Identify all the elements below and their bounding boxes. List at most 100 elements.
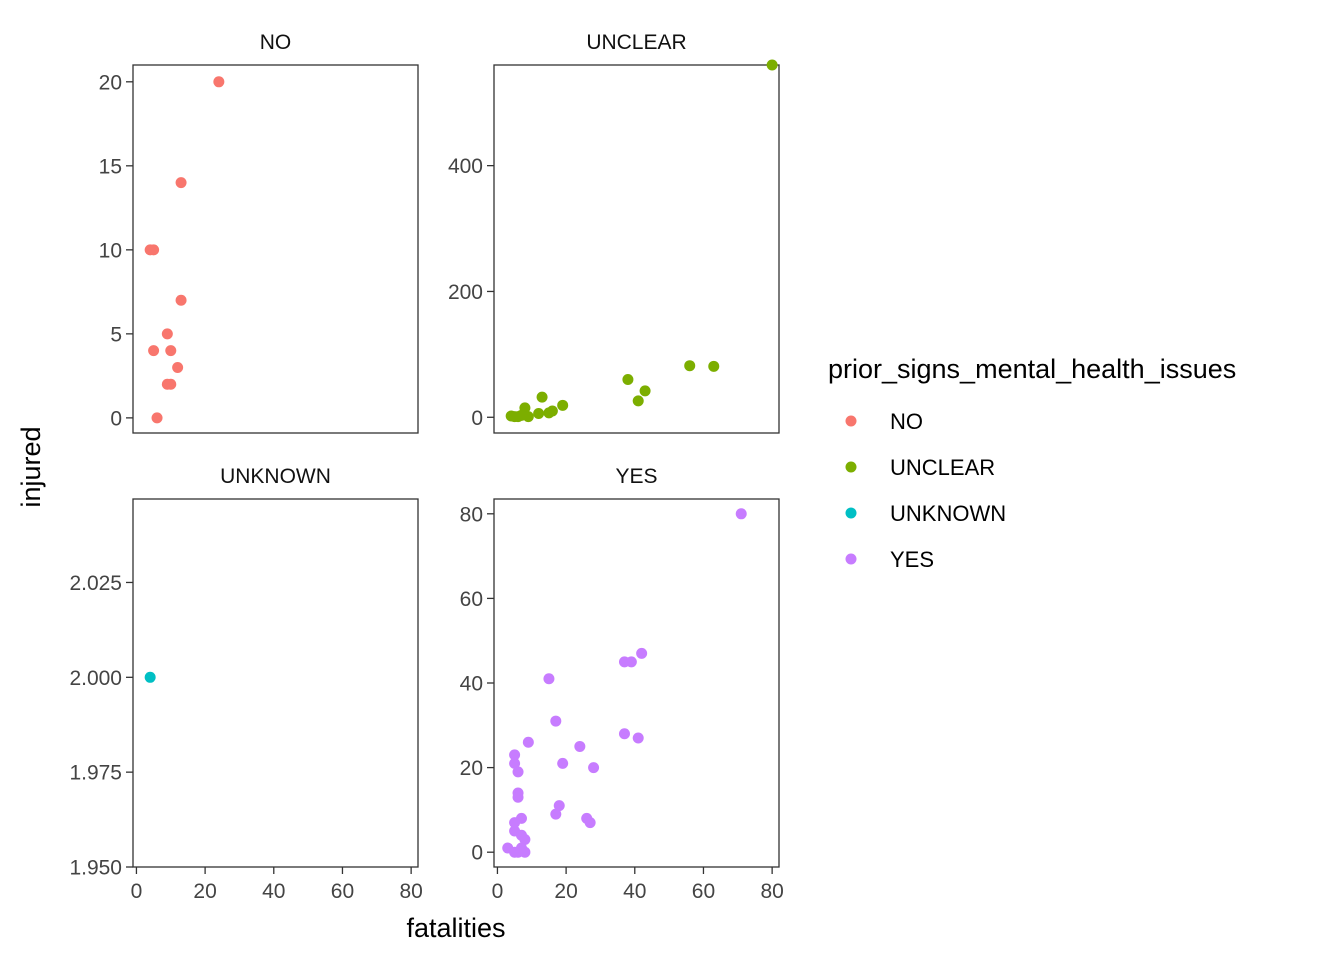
y-tick-label: 1.950 [69, 857, 122, 880]
data-point [172, 361, 184, 373]
facet-strip-title: UNKNOWN [220, 465, 331, 488]
data-point [588, 762, 600, 774]
x-tick-label: 60 [331, 880, 354, 903]
legend-label: UNKNOWN [890, 501, 1006, 526]
data-point [636, 647, 648, 659]
y-axis-title: injured [16, 426, 46, 507]
legend-entry-yes: YES [845, 547, 934, 572]
data-point [550, 808, 562, 820]
legend-entry-unclear: UNCLEAR [845, 455, 995, 480]
legend-key [845, 461, 857, 473]
data-point [684, 360, 696, 372]
data-point [543, 407, 555, 419]
data-point [553, 800, 565, 812]
data-point [625, 656, 637, 668]
data-point [512, 766, 524, 778]
y-tick-label: 0 [471, 842, 483, 865]
legend: prior_signs_mental_health_issues NO UNCLE… [828, 354, 1236, 572]
data-point [584, 817, 596, 829]
legend-key [845, 415, 857, 427]
x-axis-title: fatalities [406, 913, 505, 943]
facet-panel-unclear: UNCLEAR 0 200 400 [448, 31, 780, 434]
data-point [509, 757, 521, 769]
data-point [519, 834, 531, 846]
y-tick-label: 2.000 [69, 667, 122, 690]
y-tick-label: 2.025 [69, 572, 122, 595]
data-point [536, 391, 548, 403]
x-tick-label: 40 [623, 880, 646, 903]
data-point [708, 360, 720, 372]
panel-border [132, 64, 419, 434]
facet-strip-title: NO [260, 31, 292, 54]
x-tick-label: 40 [262, 880, 285, 903]
y-tick-label: 1.975 [69, 762, 122, 785]
panel-border [132, 498, 419, 868]
data-point [522, 736, 534, 748]
data-point [512, 791, 524, 803]
facet-panels: NO05101520UNCLEAR0200400UNKNOWN1.9501.97… [69, 31, 783, 903]
data-point [557, 757, 569, 769]
y-tick-label: 20 [460, 757, 483, 780]
data-point [522, 411, 534, 423]
y-tick-label: 400 [448, 155, 483, 178]
legend-key [845, 507, 857, 519]
data-point [618, 728, 630, 740]
x-tick-label: 80 [760, 880, 783, 903]
data-point [735, 508, 747, 520]
y-tick-label: 15 [99, 155, 122, 178]
panel-border [493, 64, 780, 434]
data-point [550, 715, 562, 727]
data-point [622, 374, 634, 386]
y-tick-label: 0 [110, 407, 122, 430]
data-point [515, 842, 527, 854]
data-point [151, 412, 163, 424]
legend-entry-unknown: UNKNOWN [845, 501, 1006, 526]
data-point [574, 740, 586, 752]
facet-strip-title: UNCLEAR [586, 31, 686, 54]
facet-strip-title: YES [615, 465, 657, 488]
data-point [543, 673, 555, 685]
x-tick-label: 0 [492, 880, 504, 903]
data-point [533, 407, 545, 419]
legend-title: prior_signs_mental_health_issues [828, 354, 1236, 384]
data-point [766, 59, 778, 71]
data-point [165, 378, 177, 390]
data-point [509, 749, 521, 761]
data-point [509, 817, 521, 829]
legend-label: YES [890, 547, 934, 572]
y-tick-label: 5 [110, 323, 122, 346]
data-point [175, 294, 187, 306]
data-point [144, 671, 156, 683]
data-point [165, 345, 177, 357]
panel-border [493, 498, 780, 868]
data-point [161, 328, 173, 340]
x-tick-label: 20 [554, 880, 577, 903]
y-tick-label: 200 [448, 281, 483, 304]
y-tick-label: 60 [460, 588, 483, 611]
legend-label: NO [890, 409, 923, 434]
data-point [148, 345, 160, 357]
y-tick-label: 10 [99, 239, 122, 262]
legend-label: UNCLEAR [890, 455, 995, 480]
x-tick-label: 80 [399, 880, 422, 903]
y-tick-label: 20 [99, 71, 122, 94]
data-point [639, 385, 651, 397]
x-tick-label: 0 [131, 880, 143, 903]
data-point [632, 732, 644, 744]
data-point [148, 244, 160, 256]
data-point [175, 177, 187, 189]
legend-entry-no: NO [845, 409, 923, 434]
data-point [509, 411, 521, 423]
data-point [557, 399, 569, 411]
data-point [632, 395, 644, 407]
facet-panel-no: NO 0 5 10 15 20 [99, 31, 419, 434]
facet-panel-unknown: UNKNOWN 1.950 1.975 2.000 2.025 0 20 40 60 80 [69, 465, 422, 903]
y-tick-label: 80 [460, 503, 483, 526]
y-tick-label: 0 [471, 407, 483, 430]
facet-panel-yes: YES 0 20 40 60 80 0 20 40 60 80 [460, 465, 784, 903]
y-tick-label: 40 [460, 673, 483, 696]
x-tick-label: 20 [193, 880, 216, 903]
legend-key [845, 553, 857, 565]
x-tick-label: 60 [692, 880, 715, 903]
